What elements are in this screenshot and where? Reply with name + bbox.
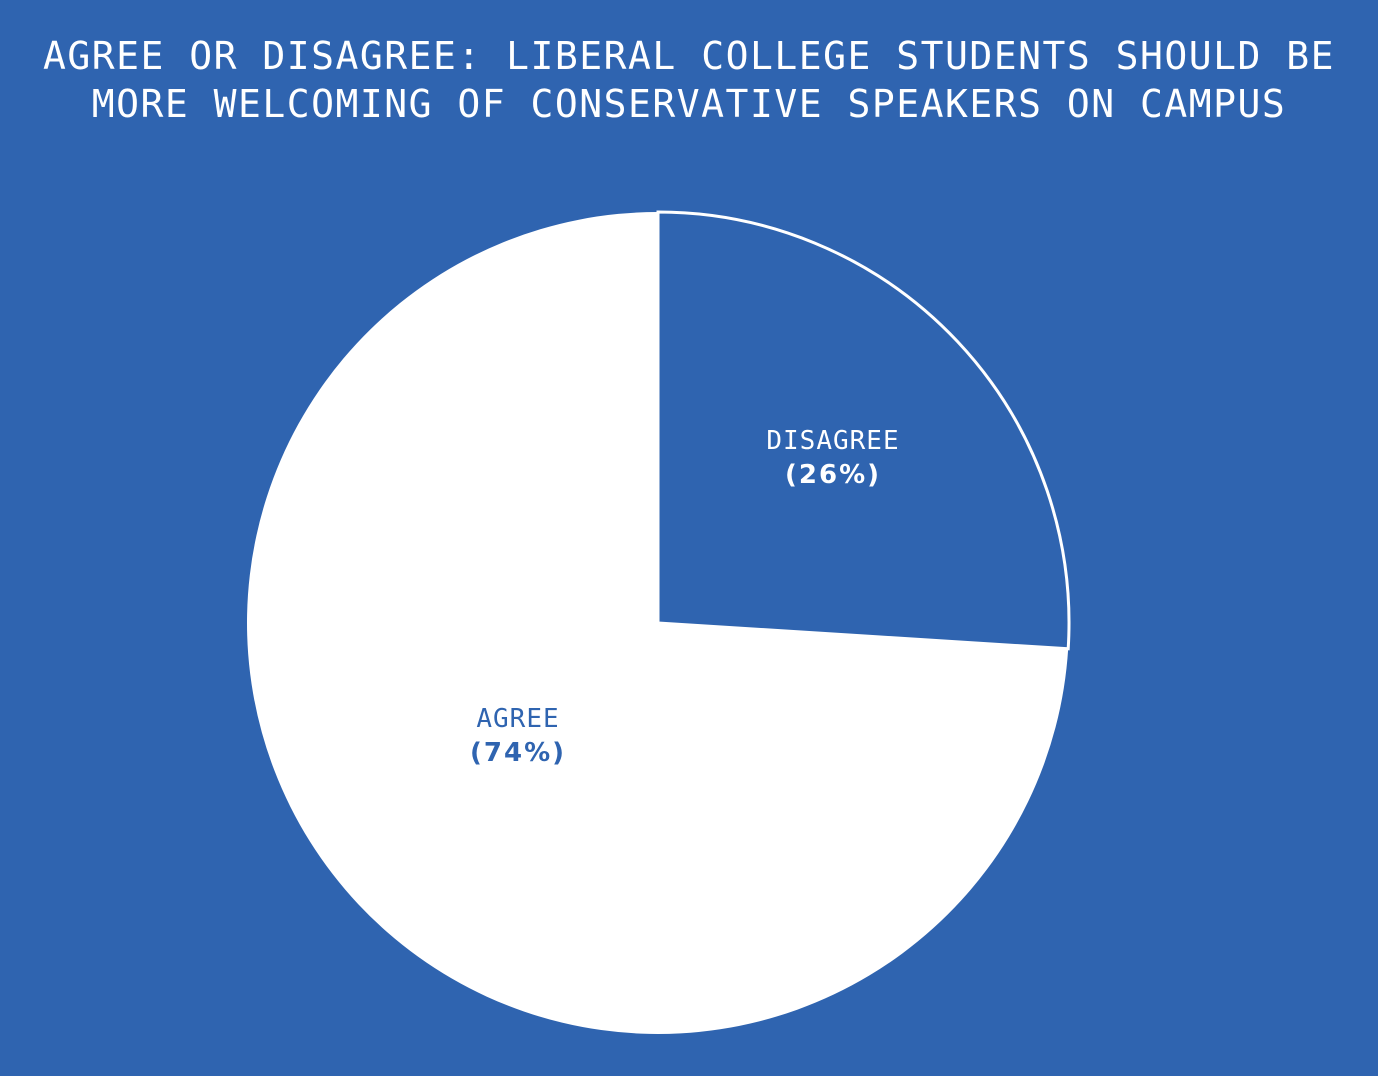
slice-label-agree: AGREE (74%) — [418, 702, 618, 770]
slice-label-agree-percent: (74%) — [470, 738, 566, 768]
chart-title-line-2: MORE WELCOMING OF CONSERVATIVE SPEAKERS … — [91, 82, 1287, 126]
pie-slice-disagree — [656, 210, 1071, 651]
chart-title: AGREE OR DISAGREE: LIBERAL COLLEGE STUDE… — [0, 32, 1378, 128]
slice-label-agree-name: AGREE — [476, 704, 560, 734]
chart-title-line-1: AGREE OR DISAGREE: LIBERAL COLLEGE STUDE… — [42, 34, 1336, 78]
slice-label-disagree: DISAGREE (26%) — [733, 424, 933, 492]
pie-slices — [247, 210, 1071, 1034]
slice-label-disagree-name: DISAGREE — [766, 426, 900, 456]
slice-label-disagree-percent: (26%) — [785, 460, 881, 490]
